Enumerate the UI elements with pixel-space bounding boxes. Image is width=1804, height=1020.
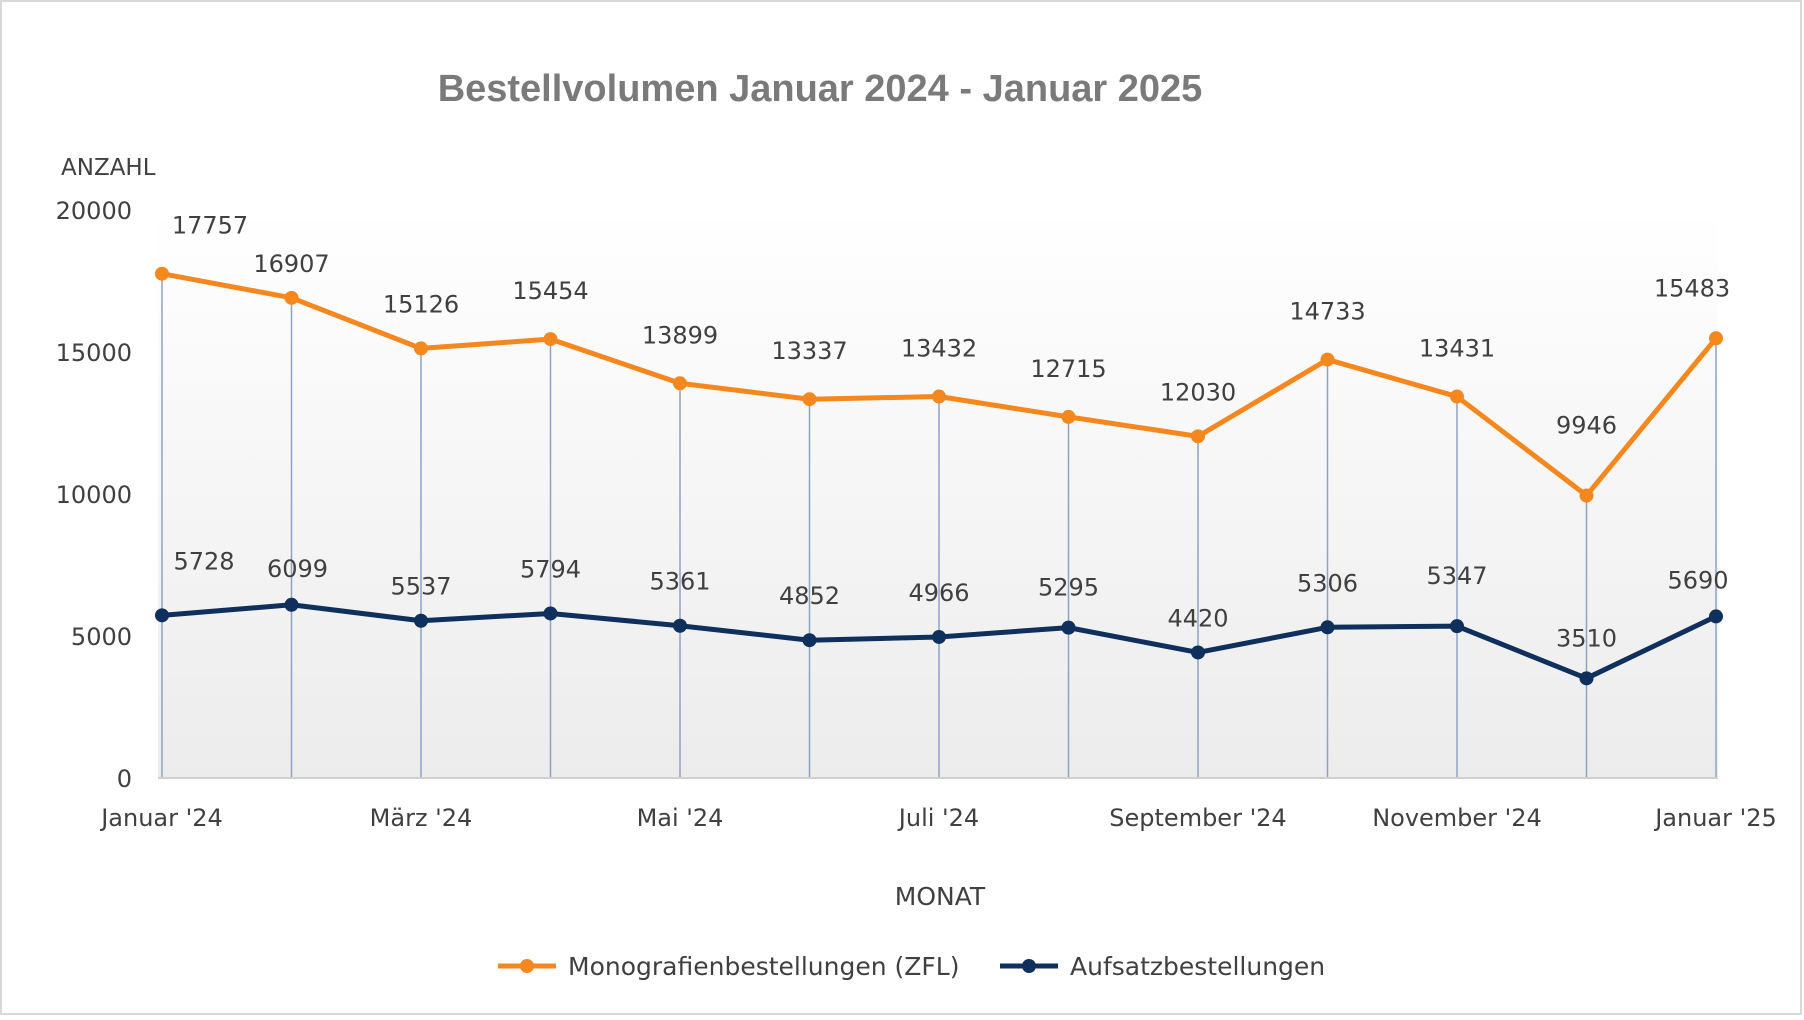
data-label-monografien: 13899 [642, 321, 718, 349]
data-label-monografien: 15454 [512, 277, 588, 305]
data-point-monografien[interactable] [1709, 331, 1723, 346]
data-label-monografien: 15483 [1654, 274, 1730, 302]
data-label-aufsatz: 5537 [390, 573, 451, 601]
x-tick-label: März '24 [370, 804, 473, 832]
data-label-aufsatz: 5306 [1297, 569, 1358, 597]
legend[interactable]: Monografienbestellungen (ZFL) Aufsatzbes… [498, 952, 1325, 981]
plot-area [158, 210, 1718, 778]
legend-marker-monografien [520, 959, 534, 973]
data-point-monografien[interactable] [1579, 488, 1594, 503]
data-point-aufsatz[interactable] [543, 606, 558, 621]
data-label-monografien: 13431 [1419, 335, 1495, 363]
data-point-monografien[interactable] [1450, 389, 1464, 404]
data-label-aufsatz: 5690 [1667, 566, 1728, 594]
data-label-aufsatz: 4420 [1167, 604, 1228, 632]
x-axis-title: MONAT [895, 882, 986, 911]
data-label-monografien: 16907 [253, 250, 329, 278]
data-label-aufsatz: 3510 [1556, 624, 1617, 652]
legend-label-aufsatz: Aufsatzbestellungen [1070, 952, 1325, 981]
legend-marker-aufsatz [1022, 959, 1036, 973]
y-axis-ticks: 0 5000 10000 15000 20000 [56, 197, 132, 793]
drop-lines [161, 273, 1717, 778]
data-point-monografien[interactable] [802, 392, 817, 407]
data-label-monografien: 17757 [172, 212, 248, 240]
data-label-aufsatz: 5794 [520, 555, 581, 583]
x-tick-label: Januar '25 [1653, 804, 1777, 832]
y-tick-label: 0 [117, 765, 132, 793]
legend-item-monografien[interactable]: Monografienbestellungen (ZFL) [498, 952, 959, 981]
data-point-monografien[interactable] [543, 332, 558, 347]
x-tick-label: Juli '24 [897, 804, 979, 832]
data-label-aufsatz: 5295 [1038, 574, 1099, 602]
data-point-aufsatz[interactable] [414, 613, 428, 628]
data-point-aufsatz[interactable] [1709, 609, 1723, 624]
data-point-monografien[interactable] [284, 290, 299, 305]
data-point-aufsatz[interactable] [1450, 619, 1464, 634]
data-label-aufsatz: 5347 [1426, 562, 1487, 590]
data-label-aufsatz: 5361 [649, 568, 710, 596]
y-tick-label: 5000 [71, 623, 132, 651]
data-point-aufsatz[interactable] [155, 608, 169, 623]
x-tick-label: November '24 [1372, 804, 1542, 832]
data-label-aufsatz: 6099 [267, 555, 328, 583]
data-point-aufsatz[interactable] [284, 597, 299, 612]
data-point-monografien[interactable] [1191, 429, 1205, 444]
legend-label-monografien: Monografienbestellungen (ZFL) [568, 952, 959, 981]
x-axis-ticks: Januar '24 März '24 Mai '24 Juli '24 Septemb… [99, 804, 1777, 832]
data-label-monografien: 15126 [383, 290, 459, 318]
data-label-aufsatz: 5728 [173, 547, 234, 575]
x-tick-label: September '24 [1109, 804, 1286, 832]
legend-item-aufsatz[interactable]: Aufsatzbestellungen [1000, 952, 1325, 981]
data-point-monografien[interactable] [1061, 409, 1076, 424]
data-point-monografien[interactable] [932, 389, 946, 404]
data-label-monografien: 13432 [901, 335, 977, 363]
series-points [155, 266, 1723, 686]
data-point-aufsatz[interactable] [1061, 620, 1076, 635]
y-tick-label: 15000 [56, 339, 132, 367]
y-tick-label: 20000 [56, 197, 132, 225]
data-point-aufsatz[interactable] [1191, 645, 1205, 660]
data-point-aufsatz[interactable] [932, 629, 946, 644]
data-point-aufsatz[interactable] [802, 633, 817, 648]
x-tick-label: Mai '24 [637, 804, 724, 832]
data-point-monografien[interactable] [414, 341, 428, 356]
data-label-monografien: 13337 [771, 337, 847, 365]
data-label-monografien: 12030 [1160, 378, 1236, 406]
chart-title: Bestellvolumen Januar 2024 - Januar 2025 [438, 68, 1203, 110]
x-tick-label: Januar '24 [99, 804, 223, 832]
data-point-aufsatz[interactable] [673, 618, 687, 633]
data-label-aufsatz: 4852 [779, 582, 840, 610]
data-point-aufsatz[interactable] [1320, 620, 1335, 635]
y-tick-label: 10000 [56, 481, 132, 509]
data-label-monografien: 12715 [1030, 355, 1106, 383]
data-label-monografien: 9946 [1556, 412, 1617, 440]
data-point-monografien[interactable] [673, 376, 687, 391]
data-label-aufsatz: 4966 [908, 579, 969, 607]
data-point-monografien[interactable] [155, 266, 169, 281]
y-axis-title: ANZAHL [61, 155, 156, 181]
data-point-monografien[interactable] [1320, 352, 1335, 367]
data-label-monografien: 14733 [1289, 298, 1365, 326]
data-point-aufsatz[interactable] [1579, 671, 1594, 686]
